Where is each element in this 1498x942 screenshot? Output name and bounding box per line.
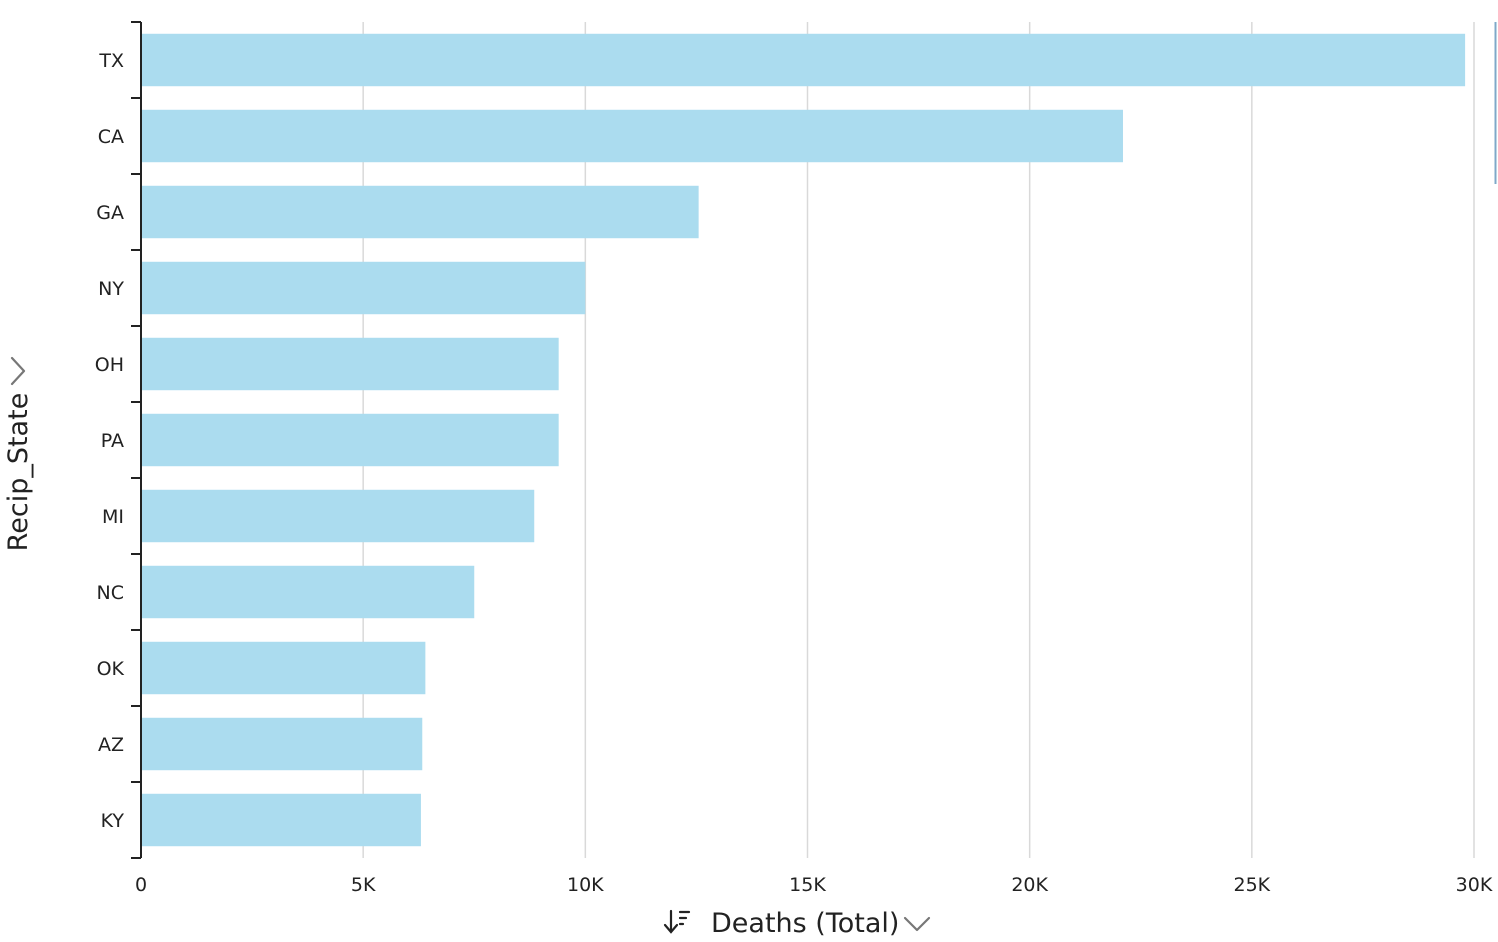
y-tick-label: GA xyxy=(96,202,124,224)
y-tick-label: CA xyxy=(98,126,124,148)
bar-ky[interactable] xyxy=(141,793,421,847)
bar-ny[interactable] xyxy=(141,261,586,315)
x-tick-label: 15K xyxy=(789,874,826,896)
bar-az[interactable] xyxy=(141,717,423,771)
bar-oh[interactable] xyxy=(141,337,559,391)
y-tick-label: TX xyxy=(98,50,124,72)
x-tick-label: 25K xyxy=(1234,874,1271,896)
x-tick-label: 20K xyxy=(1011,874,1048,896)
y-tick-label: KY xyxy=(101,810,125,832)
y-axis: TX CA GA NY OH PA MI NC OK AZ KY xyxy=(95,21,142,859)
x-tick-label: 10K xyxy=(567,874,604,896)
bar-tx[interactable] xyxy=(141,33,1466,87)
chevron-down-icon[interactable] xyxy=(903,916,931,932)
y-axis-title[interactable]: Recip_State xyxy=(3,393,34,552)
x-tick-label: 30K xyxy=(1456,874,1493,896)
y-tick-label: NY xyxy=(98,278,124,300)
y-tick-label: NC xyxy=(97,582,124,604)
bar-ca[interactable] xyxy=(141,109,1123,163)
bars xyxy=(141,33,1466,847)
bar-nc[interactable] xyxy=(141,565,475,619)
bar-ga[interactable] xyxy=(141,185,699,239)
bar-ok[interactable] xyxy=(141,641,426,695)
chevron-right-icon[interactable] xyxy=(10,356,26,386)
y-tick-label: PA xyxy=(101,430,124,452)
sort-descending-icon[interactable] xyxy=(663,909,691,934)
bar-mi[interactable] xyxy=(141,489,535,543)
x-axis-title[interactable]: Deaths (Total) xyxy=(711,908,899,939)
x-tick-label: 5K xyxy=(351,874,376,896)
y-tick-label: MI xyxy=(102,506,124,528)
y-tick-label: OK xyxy=(97,658,125,680)
x-axis: 0 5K 10K 15K 20K 25K 30K xyxy=(135,874,1493,896)
x-tick-label: 0 xyxy=(135,874,147,896)
bar-pa[interactable] xyxy=(141,413,559,467)
y-tick-label: OH xyxy=(95,354,124,376)
y-axis-title-group[interactable]: Recip_State xyxy=(3,356,34,552)
y-tick-label: AZ xyxy=(98,734,124,756)
x-axis-title-group[interactable]: Deaths (Total) xyxy=(663,908,931,939)
